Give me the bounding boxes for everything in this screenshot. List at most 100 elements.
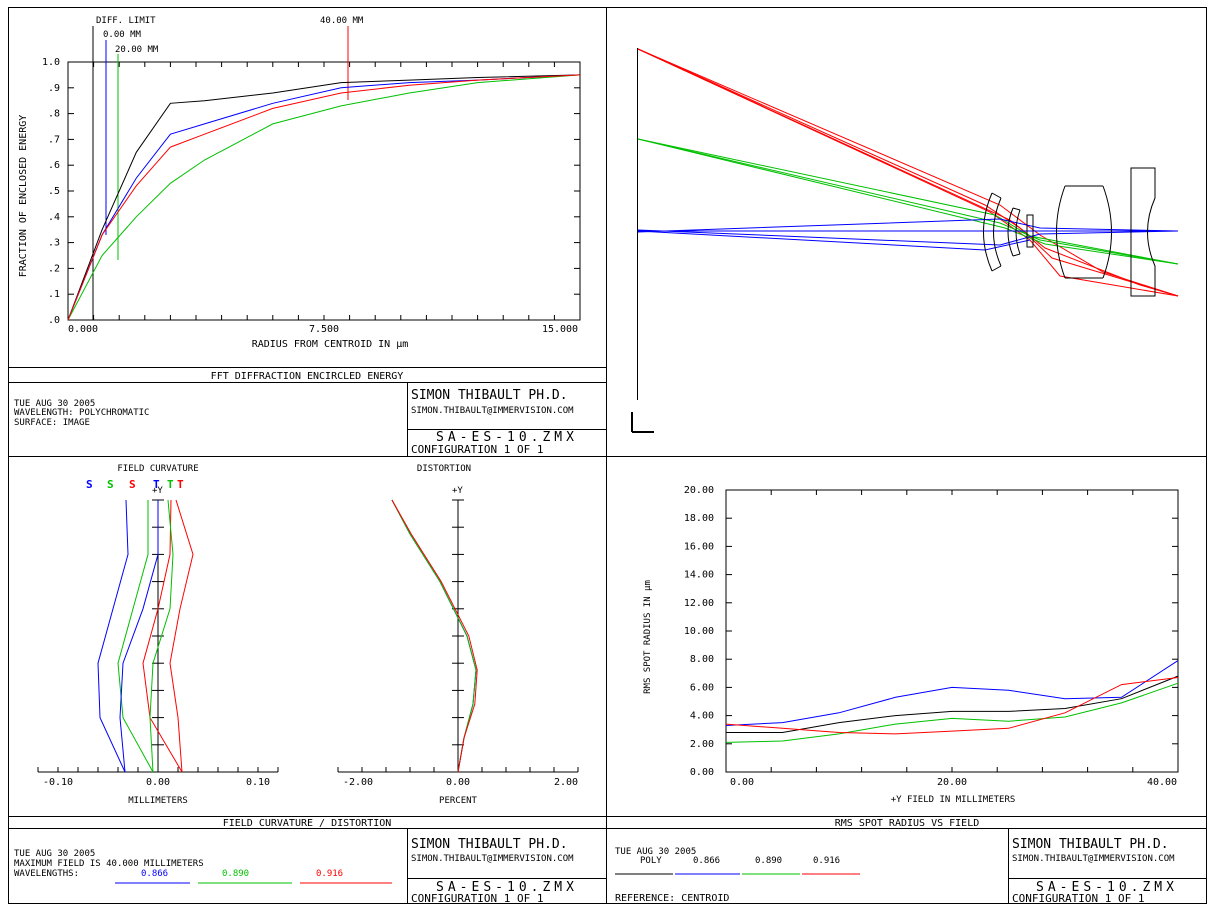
ee-xtick-label: 0.000 — [68, 324, 98, 335]
ee-info-block: FFT DIFFRACTION ENCIRCLED ENERGY TUE AUG… — [8, 367, 606, 456]
rms-ytick-label: 14.00 — [684, 570, 714, 581]
ee-chart-title: FFT DIFFRACTION ENCIRCLED ENERGY — [211, 371, 404, 382]
rms-author: SIMON THIBAULT PH.D. — [1012, 837, 1169, 852]
rms-ytick-label: 8.00 — [690, 654, 714, 665]
rms-file: SA-ES-10.ZMX — [1036, 880, 1178, 895]
fc-max-field: MAXIMUM FIELD IS 40.000 MILLIMETERS — [14, 859, 204, 869]
ee-ylabel: FRACTION OF ENCLOSED ENERGY — [18, 115, 29, 278]
rms-ytick-label: 18.00 — [684, 513, 714, 524]
ee-curve-green — [67, 74, 581, 321]
fc-tangential-blue — [119, 500, 159, 773]
fc-xlabel: MILLIMETERS — [128, 796, 188, 806]
rms-curve-red — [725, 677, 1179, 735]
rms-config: CONFIGURATION 1 OF 1 — [1012, 892, 1144, 905]
ee-field-20-label: 20.00 MM — [115, 45, 159, 55]
fc-sagittal-green — [117, 500, 154, 773]
fc-chart-title: FIELD CURVATURE / DISTORTION — [223, 818, 392, 829]
ee-xtick-label: 7.500 — [309, 324, 339, 335]
rms-ytick-label: 6.00 — [690, 682, 714, 693]
ee-ytick-label: .8 — [48, 109, 60, 120]
fc-wl-2: 0.890 — [222, 869, 249, 879]
rms-panel: 0.00 2.00 4.00 6.00 8.00 10.00 12.00 14.00 16.00… — [643, 485, 1179, 805]
rms-email: SIMON.THIBAULT@IMMERVISION.COM — [1012, 854, 1175, 864]
dist-title: DISTORTION — [417, 464, 471, 474]
rms-ytick-label: 10.00 — [684, 626, 714, 637]
fc-xtick-label: -0.10 — [43, 777, 73, 788]
fc-s-red: S — [129, 478, 136, 491]
dist-xlabel: PERCENT — [439, 796, 478, 806]
fc-plus-y: +Y — [152, 486, 163, 496]
rms-poly: POLY — [640, 856, 662, 866]
lens-layout — [631, 48, 1179, 433]
distortion-plot: -2.00 0.00 2.00 — [337, 499, 579, 788]
fc-author: SIMON THIBAULT PH.D. — [411, 837, 568, 852]
ee-field-0-label: 0.00 MM — [103, 30, 142, 40]
fc-date: TUE AUG 30 2005 — [14, 849, 95, 859]
fc-xtick-label: 0.10 — [246, 777, 270, 788]
rms-ytick-label: 2.00 — [690, 739, 714, 750]
ray-bundle-20mm — [637, 138, 1179, 265]
ee-date: TUE AUG 30 2005 — [14, 399, 95, 409]
rms-info-block: RMS SPOT RADIUS VS FIELD TUE AUG 30 2005… — [606, 816, 1207, 905]
rms-ylabel: RMS SPOT RADIUS IN µm — [643, 580, 653, 694]
dist-curve-red — [391, 499, 478, 773]
rms-ytick-label: 16.00 — [684, 541, 714, 552]
field-curvature-plot: -0.10 0.00 0.10 — [37, 499, 279, 788]
fc-tangential-green — [149, 499, 174, 773]
ee-curve-blue — [67, 74, 581, 321]
ee-xlabel: RADIUS FROM CENTROID IN µm — [252, 339, 409, 350]
fc-t-blue: T — [153, 478, 160, 491]
rms-reference: REFERENCE: CENTROID — [615, 893, 729, 904]
ee-file: SA-ES-10.ZMX — [436, 430, 578, 445]
fc-file: SA-ES-10.ZMX — [436, 880, 578, 895]
ee-author: SIMON THIBAULT PH.D. — [411, 388, 568, 403]
ee-curve-red — [67, 74, 581, 321]
fc-wavelengths-label: WAVELENGTHS: — [14, 869, 79, 879]
rms-xlabel: +Y FIELD IN MILLIMETERS — [891, 795, 1016, 805]
rms-xtick-label: 20.00 — [937, 777, 967, 788]
rms-plot-frame — [725, 489, 1179, 773]
ee-panel: .0.1.2.3.4.5.6.7.8.91.00.000 7.500 15.000 … — [18, 16, 581, 350]
fc-t-red: T — [177, 478, 184, 491]
frame — [8, 7, 1207, 904]
rms-wl-1: 0.866 — [693, 856, 720, 866]
ee-email: SIMON.THIBAULT@IMMERVISION.COM — [411, 406, 574, 416]
rms-curve-black — [726, 675, 1179, 733]
fc-sagittal-blue — [97, 499, 129, 773]
ee-ytick-label: .9 — [48, 83, 60, 94]
fc-t-green: T — [167, 478, 174, 491]
ee-curve-black — [67, 74, 581, 321]
dist-plus-y: +Y — [452, 486, 463, 496]
fc-xtick-label: 0.00 — [146, 777, 170, 788]
ee-xtick-label: 15.000 — [542, 324, 578, 335]
fc-tangential-red — [169, 499, 194, 773]
ee-field-40-label: 40.00 MM — [320, 16, 364, 26]
ee-plot-area: .0 .1 .2 .3 .4 .5 .6 .7 .8 .9 1.0 0.000 7.500 15.000 — [42, 26, 581, 335]
ee-ytick-label: 1.0 — [42, 57, 60, 68]
rms-xtick-label: 40.00 — [1147, 777, 1177, 788]
ee-ytick-label: .5 — [48, 186, 60, 197]
fc-config: CONFIGURATION 1 OF 1 — [411, 892, 543, 905]
ee-ytick-label: .1 — [48, 289, 60, 300]
ray-bundle-0mm — [637, 218, 1179, 251]
ee-plot-frame — [67, 61, 581, 321]
dist-xtick-label: 0.00 — [446, 777, 470, 788]
rms-ytick-label: 12.00 — [684, 598, 714, 609]
ee-ytick-label: .4 — [48, 212, 60, 223]
rms-ytick-label: 4.00 — [690, 711, 714, 722]
fc-st-labels: S S S T T T — [86, 478, 184, 491]
rms-xtick-label: 0.00 — [730, 777, 754, 788]
fc-wl-1: 0.866 — [141, 869, 168, 879]
rms-ytick-label: 0.00 — [690, 767, 714, 778]
ray-bundle-40mm — [637, 48, 1179, 297]
rms-curve-blue — [725, 660, 1179, 726]
ee-config: CONFIGURATION 1 OF 1 — [411, 443, 543, 456]
fc-s-blue: S — [86, 478, 93, 491]
rms-wl-2: 0.890 — [755, 856, 782, 866]
fc-sagittal-red — [142, 499, 183, 773]
lens-elements — [983, 167, 1156, 297]
rms-chart-title: RMS SPOT RADIUS VS FIELD — [835, 818, 980, 829]
ee-ytick-label: .2 — [48, 263, 60, 274]
